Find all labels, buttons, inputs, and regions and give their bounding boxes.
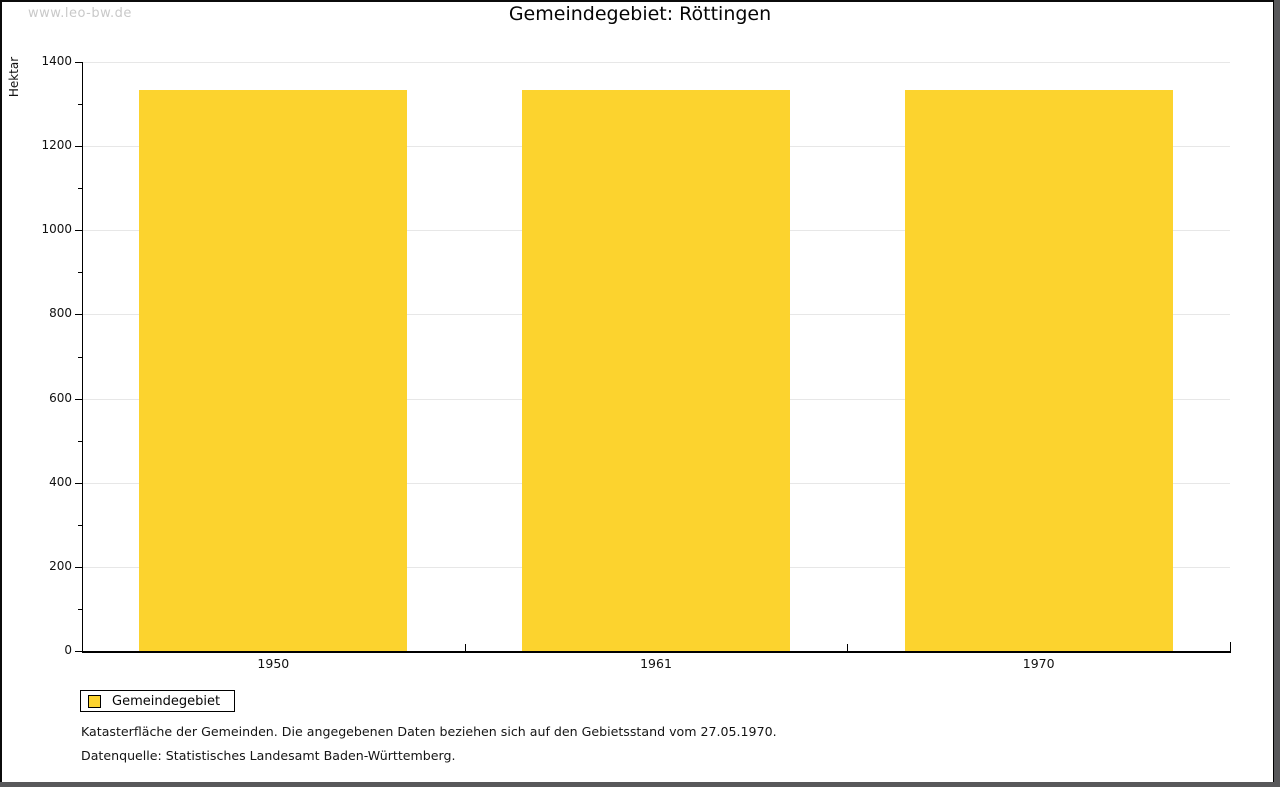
legend-box: Gemeindegebiet — [80, 690, 236, 712]
y-tick-0 — [75, 651, 82, 652]
y-axis-title: Hektar — [7, 56, 21, 98]
y-minor-tick-700 — [78, 356, 82, 358]
frame-border-left — [0, 0, 2, 787]
plot-area — [82, 62, 1230, 651]
legend-label: Gemeindegebiet — [112, 693, 221, 709]
y-minor-tick-300 — [78, 524, 82, 526]
x-tick-label-1950: 1950 — [257, 656, 290, 671]
y-tick-label-600: 600 — [49, 390, 72, 405]
bar-1970 — [904, 90, 1173, 651]
y-tick-label-800: 800 — [49, 306, 72, 321]
frame-border-bottom — [0, 782, 1280, 787]
y-tick-label-400: 400 — [49, 474, 72, 489]
frame-border-top — [0, 0, 1280, 2]
y-axis — [82, 62, 83, 652]
y-tick-600 — [75, 398, 82, 400]
watermark-text: www.leo-bw.de — [28, 6, 132, 21]
bar-1950 — [139, 90, 408, 651]
y-minor-tick-500 — [78, 440, 82, 442]
chart-title: Gemeindegebiet: Röttingen — [508, 3, 772, 25]
y-tick-1400 — [75, 62, 82, 63]
y-tick-label-1000: 1000 — [41, 222, 72, 237]
y-tick-200 — [75, 566, 82, 568]
legend-swatch-icon — [88, 694, 101, 708]
footnote-data-source: Datenquelle: Statistisches Landesamt Bad… — [81, 748, 456, 763]
frame-border-right — [1273, 0, 1280, 787]
x-separator-tick-2 — [847, 644, 849, 651]
x-separator-tick-1 — [464, 644, 466, 651]
y-tick-800 — [75, 314, 82, 316]
gridline-1400 — [82, 62, 1230, 63]
bar-1961 — [522, 90, 790, 651]
x-axis — [82, 651, 1231, 653]
y-minor-tick-900 — [78, 272, 82, 274]
footnote-source-note: Katasterfläche der Gemeinden. Die angege… — [81, 724, 777, 739]
x-tick-label-1970: 1970 — [1022, 656, 1055, 671]
y-tick-400 — [75, 482, 82, 484]
y-minor-tick-1300 — [78, 104, 82, 106]
x-tick-label-1961: 1961 — [640, 656, 672, 671]
y-tick-1200 — [75, 146, 82, 148]
y-tick-1000 — [75, 230, 82, 232]
y-minor-tick-1100 — [78, 188, 82, 190]
x-axis-end-tick — [1230, 642, 1231, 651]
y-minor-tick-100 — [78, 608, 82, 610]
y-tick-label-0: 0 — [64, 643, 72, 657]
y-tick-label-1400: 1400 — [41, 54, 72, 68]
y-tick-label-1200: 1200 — [41, 138, 72, 153]
y-tick-label-200: 200 — [49, 558, 72, 573]
